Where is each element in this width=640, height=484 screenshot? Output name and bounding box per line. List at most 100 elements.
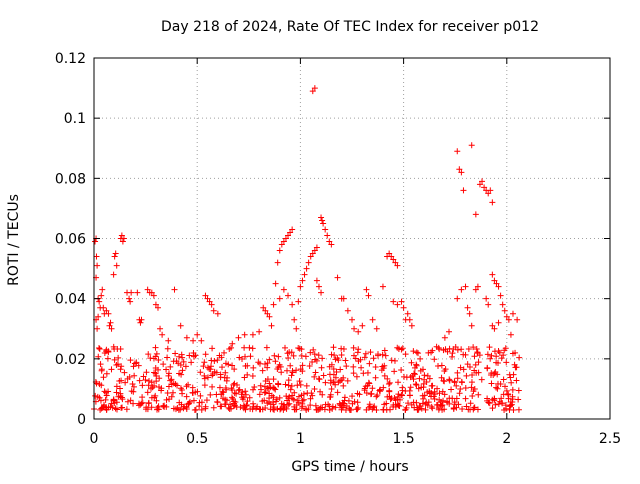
- data-point: [321, 406, 328, 413]
- data-point: [448, 386, 455, 393]
- data-point: [433, 343, 440, 350]
- data-point: [283, 393, 290, 400]
- data-point: [107, 319, 114, 326]
- data-point: [136, 377, 143, 384]
- data-point: [249, 372, 256, 379]
- data-point: [413, 381, 420, 388]
- data-point: [506, 406, 513, 413]
- data-point: [489, 199, 496, 206]
- data-point: [271, 406, 278, 413]
- data-point: [428, 382, 435, 389]
- data-point: [259, 406, 266, 413]
- data-point: [507, 331, 514, 338]
- data-point: [226, 406, 233, 413]
- data-point: [455, 401, 462, 408]
- data-point: [390, 256, 397, 263]
- data-point: [298, 405, 305, 412]
- data-point: [235, 334, 242, 341]
- data-point: [241, 331, 248, 338]
- data-point: [243, 402, 250, 409]
- data-point: [103, 307, 110, 314]
- data-point: [380, 384, 387, 391]
- data-point: [291, 316, 298, 323]
- data-point: [327, 377, 334, 384]
- data-point: [264, 364, 271, 371]
- data-point: [98, 292, 105, 299]
- data-point: [446, 345, 453, 352]
- data-point: [201, 375, 208, 382]
- data-point: [299, 277, 306, 284]
- data-point: [391, 357, 398, 364]
- data-point: [434, 385, 441, 392]
- data-point: [446, 376, 453, 383]
- data-point: [287, 362, 294, 369]
- data-point: [305, 406, 312, 413]
- data-point: [390, 298, 397, 305]
- data-point: [190, 350, 197, 357]
- data-point: [138, 316, 145, 323]
- data-point: [105, 349, 112, 356]
- data-point: [167, 377, 174, 384]
- data-point: [354, 399, 361, 406]
- data-point: [117, 345, 124, 352]
- data-point: [509, 386, 516, 393]
- data-point: [143, 369, 150, 376]
- data-point: [483, 295, 490, 302]
- data-point: [174, 382, 181, 389]
- data-point: [415, 350, 422, 357]
- data-point: [441, 368, 448, 375]
- data-point: [160, 402, 167, 409]
- data-point: [164, 345, 171, 352]
- data-point: [330, 344, 337, 351]
- data-point: [415, 385, 422, 392]
- data-point: [145, 351, 152, 358]
- data-point: [243, 402, 250, 409]
- data-point: [491, 325, 498, 332]
- data-point: [172, 350, 179, 357]
- data-point: [295, 344, 302, 351]
- data-point: [333, 369, 340, 375]
- data-point: [163, 366, 170, 373]
- data-point: [127, 298, 134, 305]
- data-point: [381, 347, 388, 354]
- y-tick-label: 0: [77, 412, 86, 428]
- data-point: [471, 404, 478, 411]
- data-point: [319, 217, 326, 224]
- data-point: [399, 345, 406, 352]
- data-point: [202, 351, 209, 358]
- data-point: [486, 344, 493, 351]
- data-point: [512, 349, 519, 356]
- data-point: [417, 403, 424, 410]
- data-point: [388, 395, 395, 402]
- data-point: [398, 367, 405, 374]
- data-point: [475, 359, 482, 366]
- data-point: [137, 319, 144, 326]
- data-point: [188, 359, 195, 366]
- data-point: [274, 366, 281, 373]
- data-point: [375, 351, 382, 358]
- data-point: [106, 322, 113, 329]
- data-point: [109, 404, 116, 411]
- data-point: [209, 345, 216, 352]
- data-point: [340, 382, 347, 389]
- data-point: [97, 361, 104, 368]
- data-point: [139, 394, 146, 401]
- data-point: [289, 392, 296, 399]
- data-point: [186, 400, 193, 407]
- data-point: [498, 395, 505, 402]
- data-point: [272, 386, 279, 393]
- data-point: [92, 238, 99, 245]
- data-point: [201, 372, 208, 379]
- data-point: [280, 238, 287, 245]
- data-point: [315, 283, 322, 290]
- data-point: [273, 396, 280, 403]
- data-point: [462, 283, 469, 290]
- data-point: [168, 376, 175, 383]
- data-point: [476, 352, 483, 359]
- data-point: [155, 406, 162, 413]
- data-point: [242, 353, 249, 360]
- data-point: [438, 374, 445, 381]
- data-point: [158, 387, 165, 394]
- data-point: [371, 403, 378, 410]
- data-point: [153, 350, 160, 357]
